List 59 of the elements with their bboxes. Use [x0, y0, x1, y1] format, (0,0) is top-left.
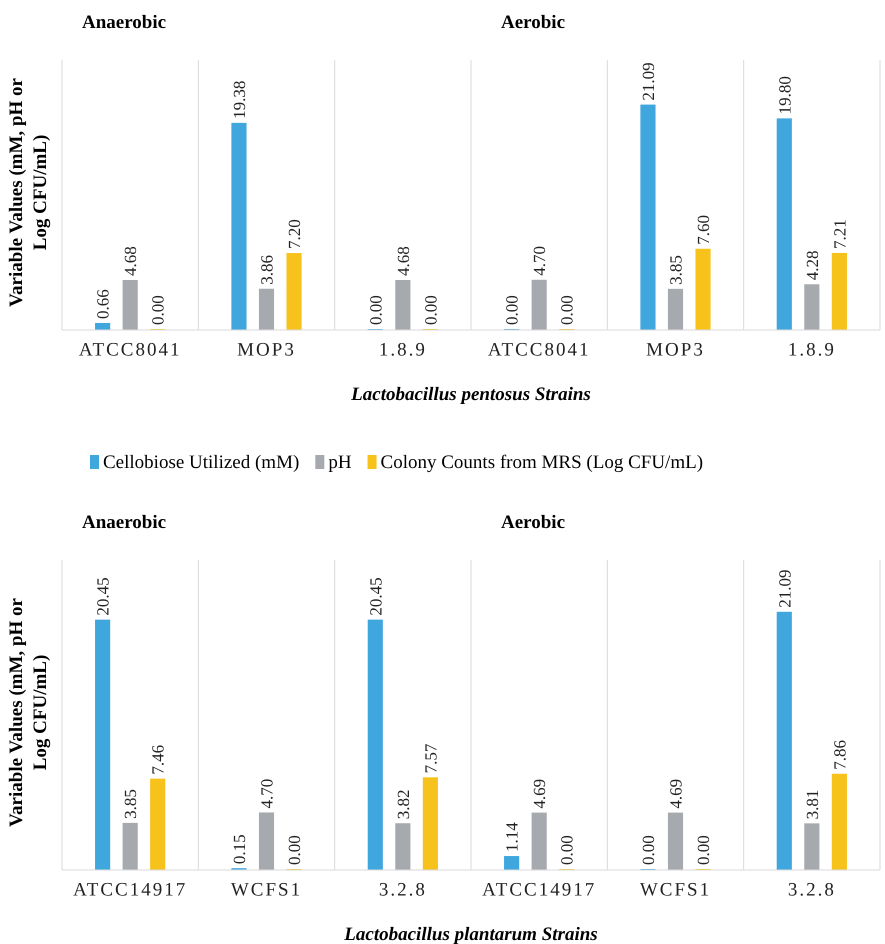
data-label: 4.69 [530, 778, 550, 809]
x-tick-label: ATCC8041 [488, 339, 590, 360]
x-tick-label: WCFS1 [640, 879, 712, 900]
data-label: 7.46 [148, 744, 168, 775]
x-tick-label: 1.8.9 [378, 339, 427, 360]
x-tick-label: ATCC14917 [73, 879, 188, 900]
data-label: 4.70 [530, 246, 550, 276]
data-label: 0.00 [285, 835, 304, 865]
x-tick-label: WCFS1 [230, 879, 302, 900]
data-label: 7.60 [694, 215, 714, 245]
legend-label: Cellobiose Utilized (mM) [103, 452, 300, 473]
y-axis-title: Variable Values (mM, pH or Log CFU/mL) [6, 77, 51, 307]
data-label: 1.14 [502, 822, 522, 852]
text: Aerobic [501, 12, 566, 33]
data-label: 0.00 [366, 295, 386, 325]
x-tick-label: MOP3 [646, 339, 705, 360]
data-label: 3.82 [394, 789, 413, 820]
data-label: 21.09 [638, 62, 658, 101]
data-label: 20.45 [366, 577, 386, 616]
data-label: 7.21 [830, 219, 850, 249]
y-axis-title: Variable Values (mM, pH or Log CFU/mL) [6, 597, 51, 827]
data-label: 3.81 [802, 790, 822, 820]
data-label: 0.00 [502, 295, 522, 325]
data-label: 3.85 [121, 789, 140, 819]
text: Anaerobic [82, 12, 166, 33]
x-axis-title: Lactobacillus pentosus Strains [350, 384, 591, 405]
data-label: 19.80 [775, 76, 794, 114]
data-label: 0.00 [558, 835, 577, 865]
x-tick-label: 1.8.9 [788, 339, 836, 360]
data-label: 4.69 [666, 778, 686, 809]
data-label: 0.66 [94, 289, 113, 319]
data-label: 7.20 [285, 219, 304, 250]
data-label: 7.86 [830, 740, 850, 770]
x-axis-title: Lactobacillus plantarum Strains [343, 924, 598, 944]
x-tick-label: ATCC14917 [482, 879, 596, 900]
x-tick-label: MOP3 [237, 339, 296, 360]
data-label: 0.00 [558, 295, 577, 325]
x-tick-label: 3.2.8 [788, 879, 836, 900]
data-label: 7.57 [421, 743, 440, 774]
legend-label: pH [328, 452, 352, 473]
data-label: 3.85 [666, 255, 686, 285]
x-tick-label: ATCC8041 [78, 339, 182, 360]
data-label: 4.68 [121, 246, 140, 276]
data-label: 4.28 [802, 250, 822, 280]
data-label: 21.09 [775, 570, 794, 608]
data-label: 4.68 [394, 246, 413, 276]
legend-label: Colony Counts from MRS (Log CFU/mL) [380, 452, 704, 473]
data-label: 20.45 [94, 577, 113, 616]
text: Anaerobic [82, 512, 166, 533]
data-label: 0.00 [421, 295, 440, 325]
data-label: 0.15 [230, 834, 249, 864]
x-tick-label: 3.2.8 [378, 879, 427, 900]
data-label: 19.38 [230, 80, 249, 119]
data-label: 4.70 [258, 778, 276, 808]
data-label: 0.00 [148, 295, 168, 325]
data-label: 3.86 [258, 254, 276, 285]
data-label: 0.00 [638, 835, 658, 865]
text: Aerobic [501, 512, 566, 533]
data-label: 0.00 [694, 835, 714, 865]
